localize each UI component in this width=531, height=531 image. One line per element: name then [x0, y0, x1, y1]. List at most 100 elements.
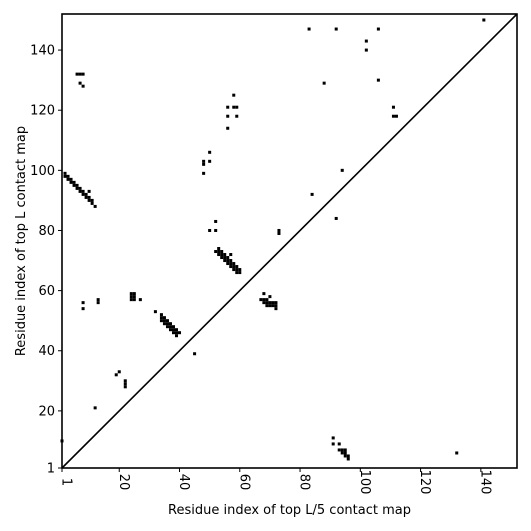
contact-point	[262, 301, 266, 305]
contact-point	[391, 114, 395, 118]
contact-point	[229, 265, 233, 269]
contact-point	[343, 448, 347, 452]
contact-point	[90, 201, 94, 205]
contact-point	[259, 298, 263, 302]
contact-point	[343, 451, 347, 455]
contact-point	[132, 298, 136, 302]
contact-point	[223, 259, 227, 263]
contact-point	[168, 325, 172, 329]
contact-point	[162, 319, 166, 323]
contact-point	[202, 162, 206, 166]
contact-point	[171, 325, 175, 329]
contact-point	[376, 78, 380, 82]
contact-point	[223, 253, 227, 257]
contact-point	[208, 150, 212, 154]
contact-point	[117, 370, 121, 374]
contact-point	[87, 198, 91, 202]
contact-point	[340, 168, 344, 172]
contact-point	[75, 183, 79, 187]
contact-point	[364, 48, 368, 52]
contact-point	[235, 268, 239, 272]
contact-point	[66, 174, 70, 178]
contact-point	[220, 253, 224, 257]
contact-point	[123, 382, 127, 386]
contact-point	[87, 189, 91, 193]
contact-point	[235, 265, 239, 269]
contact-point	[78, 72, 82, 76]
contact-point	[202, 171, 206, 175]
contact-point	[346, 457, 350, 461]
x-axis-label: Residue index of top L/5 contact map	[168, 503, 411, 518]
contact-point	[208, 159, 212, 163]
contact-point	[81, 301, 85, 305]
contact-point	[274, 301, 278, 305]
contact-point	[162, 322, 166, 326]
x-tick-label: 120	[417, 470, 432, 495]
contact-point	[214, 228, 218, 232]
contact-point	[268, 301, 272, 305]
contact-point	[337, 442, 341, 446]
x-tick-label: 60	[236, 474, 251, 491]
contact-point	[268, 304, 272, 308]
contact-point	[226, 256, 230, 260]
contact-point	[271, 304, 275, 308]
contact-point	[75, 72, 79, 76]
contact-point	[174, 334, 179, 338]
contact-point	[322, 81, 326, 85]
contact-point	[340, 451, 344, 455]
contact-point	[265, 298, 269, 302]
y-tick-label: 140	[30, 44, 55, 59]
contact-point	[72, 180, 76, 184]
contact-point	[340, 448, 344, 452]
contact-point	[87, 195, 91, 199]
contact-point	[72, 183, 76, 187]
contact-point	[208, 228, 212, 232]
x-tick-labels: 1 20 40 60 80 100 120 140	[59, 470, 493, 495]
x-tick-label: 100	[357, 470, 372, 495]
contact-point	[129, 292, 133, 296]
contact-point	[132, 292, 136, 296]
contact-point	[262, 298, 266, 302]
contact-point	[217, 250, 221, 254]
contact-point	[63, 174, 67, 178]
contact-point	[235, 271, 239, 275]
contact-point	[84, 195, 88, 199]
contact-point	[123, 379, 127, 383]
contact-point	[168, 322, 172, 326]
contact-point	[178, 331, 182, 335]
contact-point	[337, 448, 341, 452]
contact-point	[78, 186, 82, 190]
contact-point	[84, 192, 88, 196]
contact-point	[171, 328, 175, 332]
contact-point	[93, 204, 97, 208]
contact-point	[93, 406, 97, 410]
contact-point	[232, 105, 236, 109]
contact-point	[226, 105, 230, 109]
contact-point	[262, 292, 266, 296]
plot-frame	[61, 13, 518, 469]
contact-point	[217, 253, 221, 257]
contact-point	[226, 262, 230, 266]
contact-point	[96, 301, 100, 305]
contact-point	[232, 93, 236, 97]
contact-point	[202, 159, 206, 163]
contact-point	[81, 189, 85, 193]
contact-point	[394, 114, 398, 118]
contact-point	[168, 328, 172, 332]
y-tick-label: 60	[38, 284, 55, 299]
contact-point	[81, 84, 85, 88]
y-axis-label: Residue index of top L contact map	[14, 126, 29, 356]
contact-point	[391, 105, 395, 109]
contact-point	[277, 228, 281, 232]
contact-point	[265, 301, 269, 305]
contact-point	[69, 180, 73, 184]
contact-point	[220, 250, 224, 254]
contact-point	[232, 265, 236, 269]
contact-point	[310, 192, 314, 196]
contact-point	[334, 27, 338, 31]
contact-point	[214, 219, 218, 223]
contact-point	[220, 256, 224, 260]
contact-point	[129, 298, 133, 302]
